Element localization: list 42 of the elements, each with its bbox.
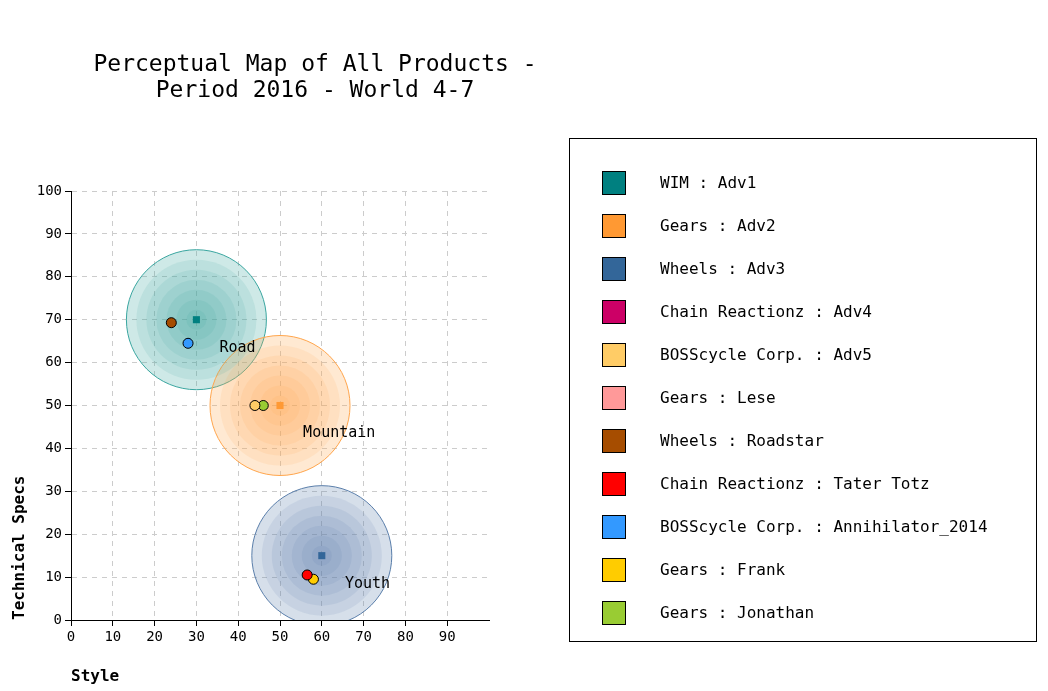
legend-label: BOSScycle Corp. : Adv5 (660, 345, 872, 364)
legend-label: WIM : Adv1 (660, 173, 757, 192)
legend-label: BOSScycle Corp. : Annihilator_2014 (660, 517, 988, 536)
annotation: Mountain (303, 423, 376, 442)
point (182, 337, 194, 349)
point (249, 400, 261, 411)
y-tick-label: 60 (45, 353, 62, 370)
legend-label: Gears : Lese (660, 388, 776, 407)
x-tick-label: 60 (313, 628, 331, 645)
y-tick-label: 0 (53, 610, 62, 627)
annotation: Youth (344, 573, 391, 592)
x-tick-label: 10 (104, 628, 122, 645)
y-tick-label: 90 (45, 224, 62, 241)
legend-label: Gears : Frank (660, 560, 786, 579)
x-tick-label: 20 (146, 628, 164, 645)
x-tick-label: 0 (66, 628, 76, 645)
y-tick-label: 50 (45, 396, 62, 413)
y-tick-label: 40 (45, 439, 62, 456)
y-tick-label: 100 (36, 181, 62, 198)
legend-label: Chain Reactionz : Tater Totz (660, 474, 930, 493)
y-tick-label: 80 (45, 267, 62, 284)
legend-label: Gears : Adv2 (660, 216, 776, 235)
x-tick-label: 40 (229, 628, 247, 645)
y-axis-title: Technical Specs (9, 475, 29, 620)
legend-label: Wheels : Adv3 (660, 259, 786, 278)
y-tick-label: 20 (45, 524, 62, 541)
y-tick-label: 70 (45, 310, 62, 327)
point (165, 317, 177, 329)
point (301, 569, 313, 581)
x-tick-label: 50 (271, 628, 289, 645)
legend-label: Chain Reactionz : Adv4 (660, 302, 872, 321)
x-axis-title: Style (71, 665, 120, 685)
x-tick-label: 90 (438, 628, 456, 645)
y-tick-label: 10 (45, 567, 62, 584)
y-tick-label: 30 (45, 481, 62, 498)
x-tick-label: 70 (355, 628, 373, 645)
x-tick-label: 80 (396, 628, 414, 645)
legend-label: Gears : Jonathan (660, 603, 815, 622)
chart-title: Perceptual Map of All Products - Period 2016 - World 4-7 (92, 50, 538, 102)
annotation: Road (219, 337, 256, 356)
x-tick-label: 30 (187, 628, 205, 645)
legend-label: Wheels : Roadstar (660, 431, 824, 450)
